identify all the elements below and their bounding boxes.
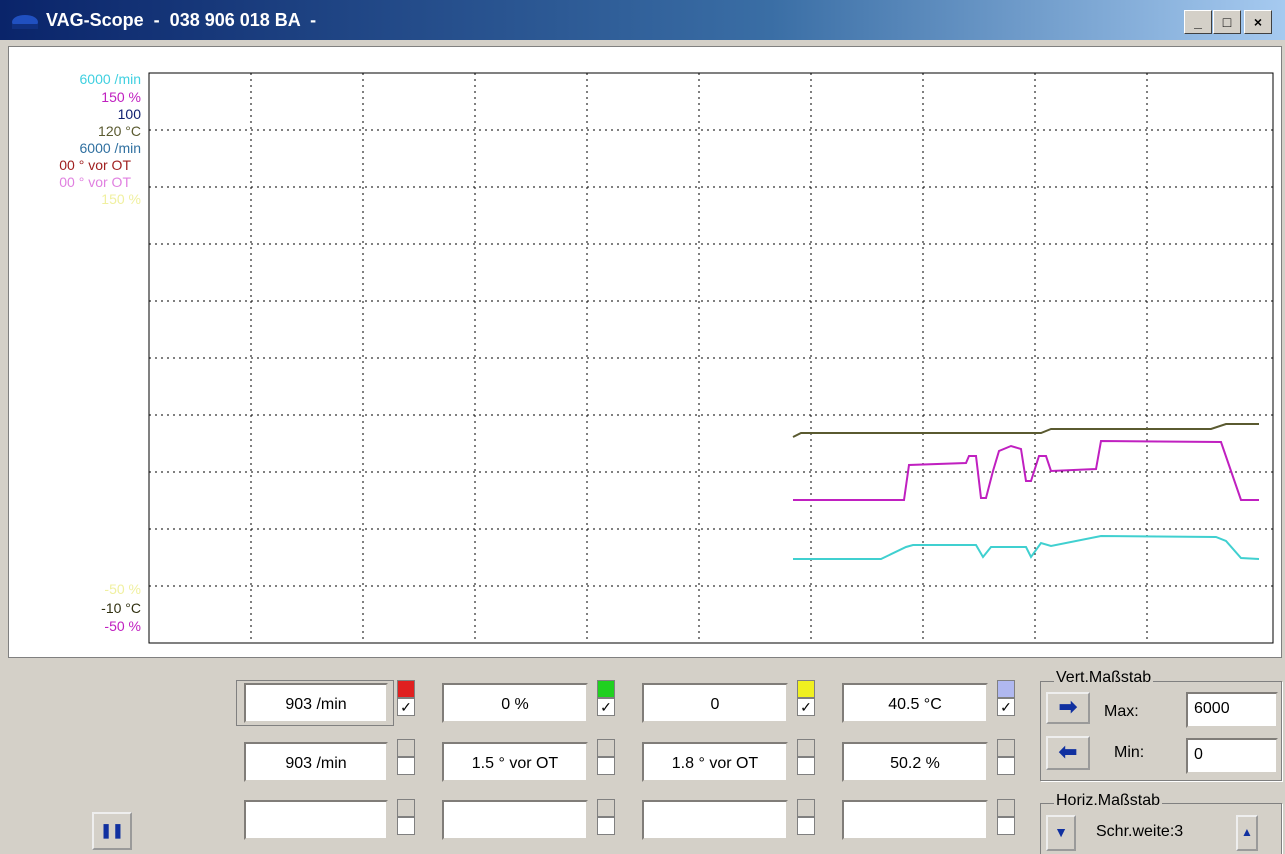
color-swatch[interactable] <box>797 739 815 757</box>
min-input[interactable]: 0 <box>1186 738 1278 774</box>
window-title: VAG-Scope - 038 906 018 BA - <box>46 10 317 30</box>
color-swatch[interactable] <box>997 739 1015 757</box>
scale-label: 6000 /min <box>79 71 141 87</box>
value-field: 1.5 ° vor OT <box>442 742 588 782</box>
spin-down-button[interactable]: ▼ <box>1046 815 1076 851</box>
checkbox[interactable]: ✓ <box>597 698 615 716</box>
scope-plot: 6000 /min 150 % 100 120 °C 6000 /min 00 … <box>8 46 1282 658</box>
max-input[interactable]: 6000 <box>1186 692 1278 728</box>
color-swatch[interactable] <box>597 739 615 757</box>
scale-label: 00 ° vor OT <box>59 174 131 190</box>
color-swatch[interactable] <box>397 739 415 757</box>
color-swatch[interactable] <box>397 680 415 698</box>
plot-frame <box>148 72 1274 644</box>
value-field: 40.5 °C <box>842 683 988 723</box>
color-swatch[interactable] <box>997 680 1015 698</box>
scale-label: 150 % <box>101 89 141 105</box>
color-swatch[interactable] <box>397 799 415 817</box>
scale-label: 150 % <box>101 191 141 207</box>
color-swatch[interactable] <box>997 799 1015 817</box>
scale-label: -50 % <box>104 581 141 597</box>
value-field: 0 % <box>442 683 588 723</box>
scale-label: 100 <box>117 106 141 122</box>
checkbox[interactable]: ✓ <box>397 698 415 716</box>
checkbox[interactable] <box>997 757 1015 775</box>
app-icon <box>12 15 38 29</box>
value-field <box>442 800 588 840</box>
group-box <box>1040 681 1282 781</box>
checkbox[interactable]: ✓ <box>797 698 815 716</box>
max-label: Max: <box>1104 703 1139 720</box>
value-field <box>244 800 388 840</box>
value-field <box>642 800 788 840</box>
checkbox[interactable] <box>797 757 815 775</box>
checkbox[interactable]: ✓ <box>997 698 1015 716</box>
close-button[interactable]: × <box>1244 10 1272 34</box>
maximize-button[interactable]: □ <box>1213 10 1241 34</box>
value-field: 903 /min <box>244 742 388 782</box>
grid <box>149 73 1273 643</box>
increase-button[interactable]: ➡ <box>1046 692 1090 724</box>
scale-label: 00 ° vor OT <box>59 157 131 173</box>
group-label: Vert.Maßstab <box>1054 669 1154 687</box>
scale-label: -10 °C <box>101 600 141 616</box>
checkbox[interactable] <box>397 817 415 835</box>
value-field: 1.8 ° vor OT <box>642 742 788 782</box>
checkbox[interactable] <box>797 817 815 835</box>
checkbox[interactable] <box>997 817 1015 835</box>
value-field: 50.2 % <box>842 742 988 782</box>
plot-canvas <box>148 72 1274 644</box>
pause-button[interactable]: ❚❚ <box>92 812 132 850</box>
value-field: 0 <box>642 683 788 723</box>
group-label: Horiz.Maßstab <box>1054 792 1163 810</box>
color-swatch[interactable] <box>797 680 815 698</box>
min-label: Min: <box>1114 744 1145 761</box>
value-field <box>842 800 988 840</box>
scale-label: 120 °C <box>98 123 141 139</box>
color-swatch[interactable] <box>597 680 615 698</box>
value-field: 903 /min <box>244 683 388 723</box>
checkbox[interactable] <box>597 817 615 835</box>
step-label: Schr.weite:3 <box>1096 823 1184 840</box>
minimize-button[interactable]: _ <box>1184 10 1212 34</box>
checkbox[interactable] <box>597 757 615 775</box>
spin-up-button[interactable]: ▲ <box>1236 815 1258 851</box>
traces <box>792 423 1260 560</box>
decrease-button[interactable]: ⬅ <box>1046 736 1090 770</box>
title-bar: VAG-Scope - 038 906 018 BA - _ □ × <box>0 0 1285 40</box>
color-swatch[interactable] <box>797 799 815 817</box>
color-swatch[interactable] <box>597 799 615 817</box>
scale-label: -50 % <box>104 618 141 634</box>
scale-label: 6000 /min <box>79 140 141 156</box>
field-frame <box>236 680 394 726</box>
checkbox[interactable] <box>397 757 415 775</box>
